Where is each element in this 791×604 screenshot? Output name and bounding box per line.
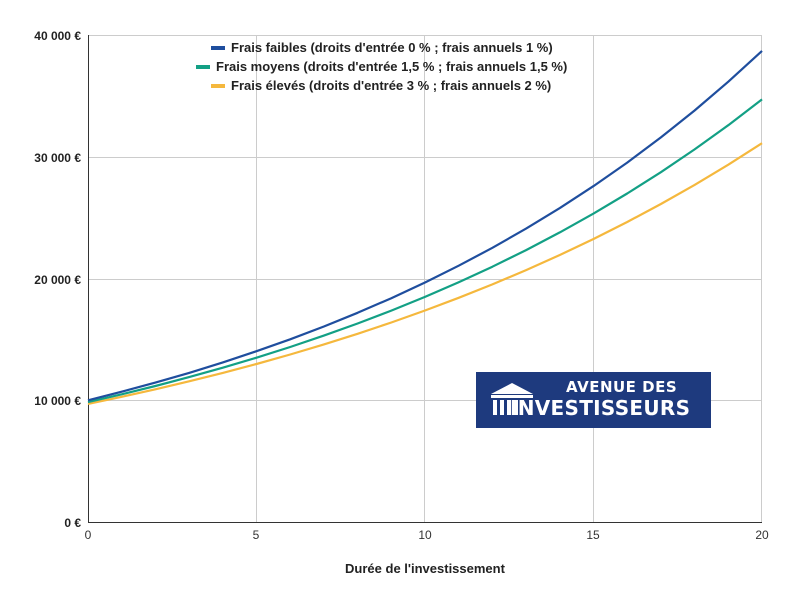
series-lines	[87, 50, 763, 405]
legend-item-high-fees[interactable]: Frais élevés (droits d'entrée 3 % ; frai…	[211, 78, 551, 93]
y-tick-0: 0 €	[64, 516, 81, 530]
x-tick-0: 0	[85, 528, 92, 542]
y-tick-10000: 10 000 €	[34, 394, 81, 408]
legend-label: Frais élevés (droits d'entrée 3 % ; frai…	[231, 78, 551, 93]
series-line	[87, 50, 763, 402]
x-tick-15: 15	[586, 528, 600, 542]
temple-icon	[491, 383, 533, 415]
legend-label: Frais moyens (droits d'entrée 1,5 % ; fr…	[216, 59, 567, 74]
x-tick-10: 10	[418, 528, 432, 542]
y-tick-20000: 20 000 €	[34, 273, 81, 287]
legend-swatch-blue	[211, 46, 225, 50]
x-tick-labels: 0 5 10 15 20	[85, 528, 769, 542]
y-tick-30000: 30 000 €	[34, 151, 81, 165]
logo-line-1: AVENUE DES	[566, 378, 678, 396]
y-tick-40000: 40 000 €	[34, 29, 81, 43]
legend: Frais faibles (droits d'entrée 0 % ; fra…	[196, 40, 567, 93]
legend-swatch-green	[196, 65, 210, 69]
x-tick-20: 20	[755, 528, 769, 542]
logo-text: AVENUE DES INVESTISSEURS	[510, 378, 690, 420]
legend-swatch-yellow	[211, 84, 225, 88]
logo-line-2: INVESTISSEURS	[510, 396, 691, 420]
x-axis-title: Durée de l'investissement	[345, 561, 506, 576]
series-line	[87, 142, 763, 405]
legend-item-low-fees[interactable]: Frais faibles (droits d'entrée 0 % ; fra…	[211, 40, 553, 55]
legend-item-medium-fees[interactable]: Frais moyens (droits d'entrée 1,5 % ; fr…	[196, 59, 567, 74]
x-tick-5: 5	[253, 528, 260, 542]
grid	[88, 35, 762, 522]
series-line	[87, 98, 763, 404]
brand-logo: AVENUE DES INVESTISSEURS	[476, 372, 711, 428]
legend-label: Frais faibles (droits d'entrée 0 % ; fra…	[231, 40, 553, 55]
y-tick-labels: 40 000 € 30 000 € 20 000 € 10 000 € 0 €	[34, 29, 81, 530]
